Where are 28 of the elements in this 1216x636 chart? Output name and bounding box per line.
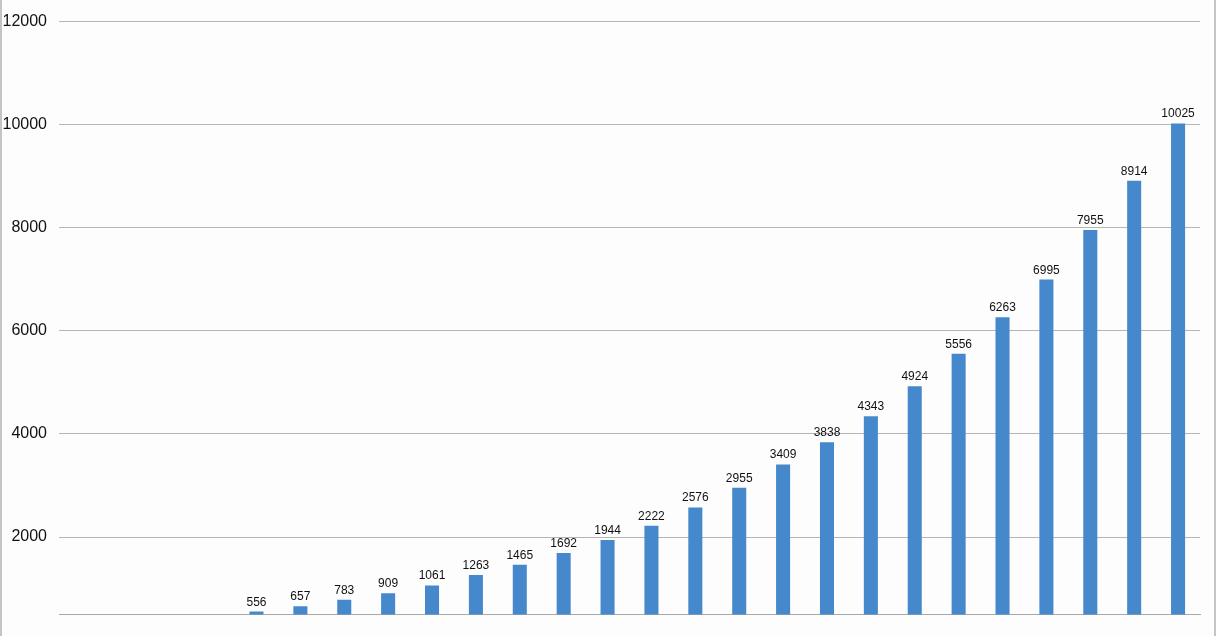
data-label: 2955 [725,470,753,485]
data-label: 1263 [462,558,490,573]
data-label: 783 [334,582,355,597]
data-label: 4924 [901,369,929,384]
data-label: 556 [246,594,267,609]
data-label: 2576 [681,490,709,505]
data-label: 6995 [1033,262,1061,277]
data-label: 1061 [418,568,446,583]
y-tick-label: 8000 [11,218,48,236]
data-label: 5556 [945,336,973,351]
y-tick-label: 6000 [11,321,48,339]
data-label: 1944 [594,522,622,537]
data-label: 6263 [989,300,1017,315]
data-label: 10025 [1161,106,1196,121]
data-label: 3838 [813,425,841,440]
data-label: 909 [378,576,399,591]
data-label: 657 [290,589,311,604]
data-label: 1465 [506,547,534,562]
y-tick-label: 12000 [2,12,48,30]
data-label: 7955 [1076,213,1104,228]
y-tick-label: 10000 [2,115,48,133]
data-label: 4343 [857,399,885,414]
data-label: 1692 [550,535,578,550]
y-tick-label: 4000 [11,424,48,442]
y-tick-label: 2000 [11,527,48,545]
data-label: 3409 [769,447,797,462]
data-label: 8914 [1120,163,1148,178]
data-label: 2222 [638,508,666,523]
